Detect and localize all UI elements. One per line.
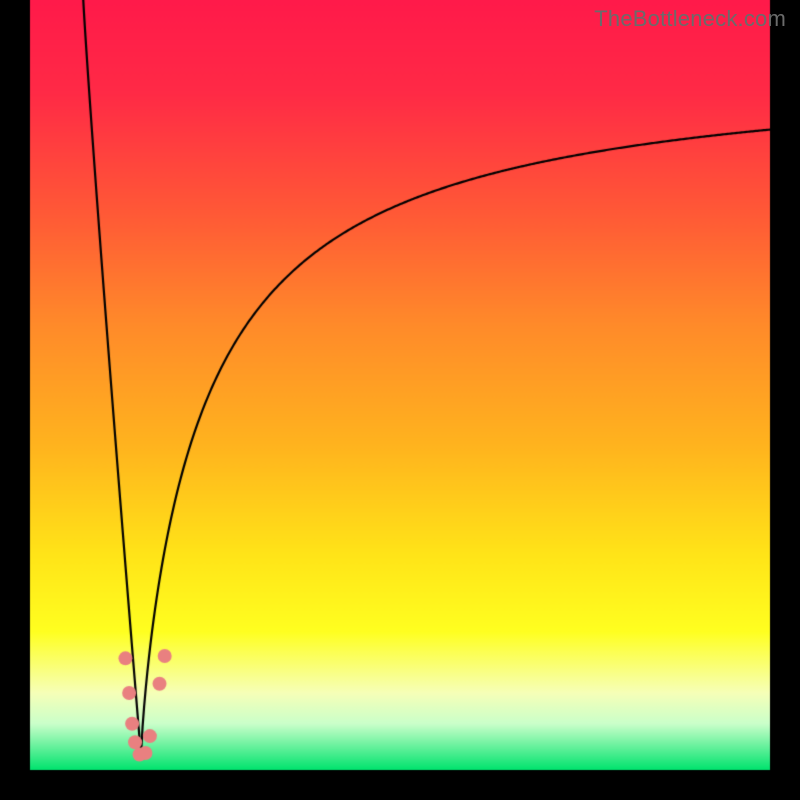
figure: TheBottleneck.com [0,0,800,800]
bottleneck-curve [0,0,800,800]
